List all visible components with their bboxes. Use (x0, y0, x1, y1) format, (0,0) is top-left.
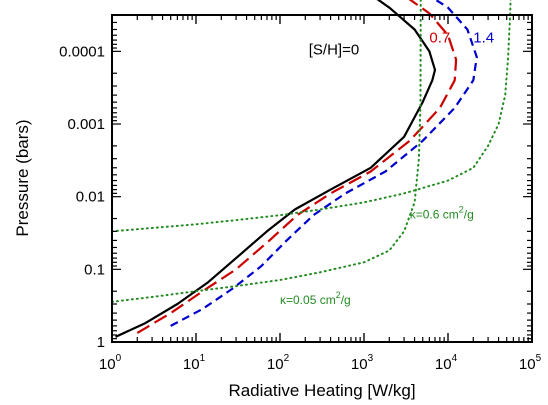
y-axis-title: Pressure (bars) (13, 119, 32, 236)
series-layer (111, 0, 512, 338)
plot-frame (111, 14, 533, 343)
y-tick-label-5: 1 (97, 334, 105, 351)
series-line-4 (111, 0, 422, 303)
y-tick-label-4: 0.1 (84, 261, 105, 278)
annotation-sh0: [S/H]=0 (309, 41, 359, 58)
annotation-sh14: 1.4 (473, 29, 494, 46)
y-tick-label-2: 0.001 (67, 116, 105, 133)
y-tick-label-1: 0.0001 (59, 43, 105, 60)
annotation-k06: κ=0.6 cm2/g (410, 205, 474, 222)
annotation-sh07: 0.7 (429, 29, 450, 46)
x-tick-label-4: 104 (435, 353, 458, 373)
x-tick-label-1: 101 (183, 353, 206, 373)
tick-labels: 10010110210310410510-50.00010.0010.010.1… (59, 43, 542, 373)
x-tick-label-2: 102 (267, 353, 290, 373)
x-tick-label-0: 100 (99, 353, 122, 373)
x-tick-label-5: 105 (519, 353, 542, 373)
x-tick-label-3: 103 (351, 353, 374, 373)
x-axis-title: Radiative Heating [W/kg] (228, 381, 415, 400)
annotation-k005: κ=0.05 cm2/g (280, 290, 351, 307)
series-line-3 (111, 0, 512, 233)
axis-ticks (111, 15, 533, 343)
series-line-0 (115, 0, 437, 338)
y-tick-label-3: 0.01 (76, 189, 105, 206)
series-line-1 (136, 0, 458, 334)
annotations: [S/H]=0 0.7 1.4 κ=0.6 cm2/g κ=0.05 cm2/g (280, 29, 494, 307)
